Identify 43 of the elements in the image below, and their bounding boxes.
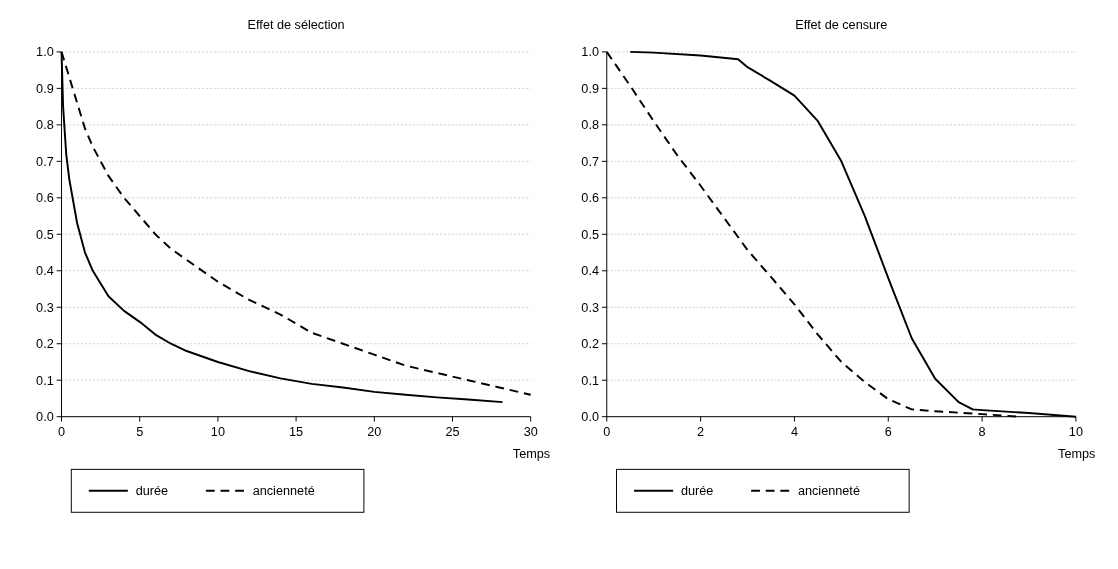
x-tick-label: 0 (57, 425, 66, 440)
y-tick-label: 0.1 (36, 373, 54, 388)
x-tick-label: 10 (1068, 425, 1083, 440)
y-tick-label: 0.7 (581, 154, 599, 169)
y-tick-label: 0.3 (581, 300, 599, 315)
y-tick-label: 0.7 (36, 154, 54, 169)
x-axis-title: Temps (512, 446, 551, 461)
x-tick-label: 10 (210, 425, 225, 440)
y-tick-label: 0.1 (581, 373, 599, 388)
legend-label: durée (680, 484, 714, 499)
y-tick-label: 0.5 (36, 227, 54, 242)
x-tick-label: 0 (603, 425, 611, 440)
y-tick-label: 0.0 (581, 410, 599, 425)
y-tick-label: 0.5 (581, 227, 599, 242)
chart-title: Effet de censure (795, 18, 888, 33)
y-tick-label: 0.3 (36, 300, 54, 315)
x-axis-title: Temps (1058, 446, 1096, 461)
x-tick-label: 20 (367, 425, 382, 440)
x-tick-label: 25 (445, 425, 460, 440)
y-tick-label: 0.6 (581, 191, 599, 206)
x-tick-label: 15 (289, 425, 304, 440)
x-tick-label: 2 (697, 425, 705, 440)
y-tick-label: 0.4 (581, 264, 599, 279)
x-tick-label: 5 (136, 425, 144, 440)
y-tick-label: 0.6 (36, 191, 54, 206)
legend-label: ancienneté (797, 484, 860, 499)
x-tick-label: 6 (884, 425, 892, 440)
legend-label: ancienneté (252, 484, 315, 499)
x-tick-label: 30 (523, 425, 538, 440)
y-tick-label: 1.0 (36, 45, 54, 60)
y-tick-label: 0.2 (581, 337, 599, 352)
y-tick-label: 0.8 (581, 118, 599, 133)
y-tick-label: 0.9 (581, 81, 599, 96)
x-tick-label: 4 (790, 425, 798, 440)
chart-title: Effet de sélection (247, 18, 345, 33)
legend-label: durée (135, 484, 169, 499)
y-tick-label: 0.0 (36, 410, 54, 425)
x-tick-label: 8 (978, 425, 986, 440)
y-tick-label: 0.8 (36, 118, 54, 133)
y-tick-label: 0.9 (36, 81, 54, 96)
y-tick-label: 0.4 (36, 264, 54, 279)
y-tick-label: 1.0 (581, 45, 599, 60)
y-tick-label: 0.2 (36, 337, 54, 352)
